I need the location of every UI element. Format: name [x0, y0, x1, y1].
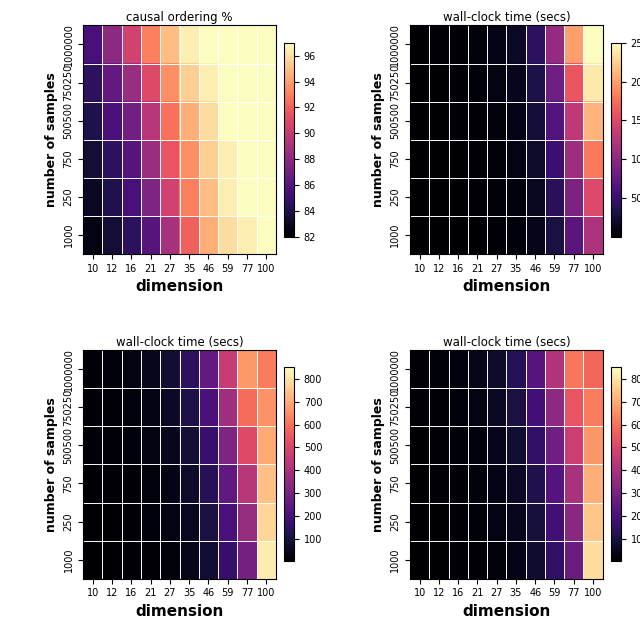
X-axis label: dimension: dimension: [135, 604, 224, 619]
Y-axis label: number of samples: number of samples: [45, 73, 58, 207]
Y-axis label: number of samples: number of samples: [45, 397, 58, 532]
Title: wall-clock time (secs): wall-clock time (secs): [116, 336, 243, 349]
Title: wall-clock time (secs): wall-clock time (secs): [442, 336, 570, 349]
Title: causal ordering %: causal ordering %: [126, 11, 233, 24]
Y-axis label: number of samples: number of samples: [372, 73, 385, 207]
Title: wall-clock time (secs): wall-clock time (secs): [442, 11, 570, 24]
X-axis label: dimension: dimension: [462, 279, 550, 294]
X-axis label: dimension: dimension: [135, 279, 224, 294]
X-axis label: dimension: dimension: [462, 604, 550, 619]
Y-axis label: number of samples: number of samples: [372, 397, 385, 532]
